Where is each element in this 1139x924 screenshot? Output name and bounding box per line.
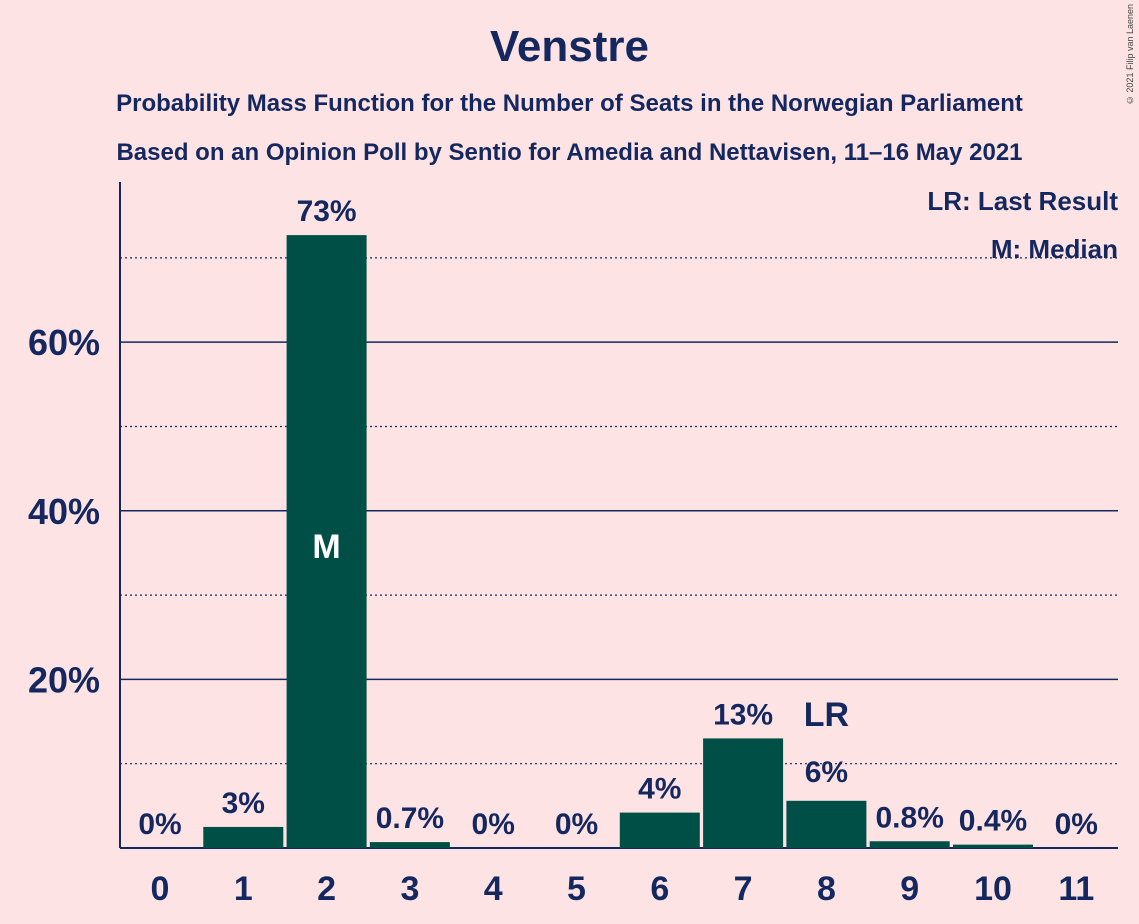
x-tick-label: 6	[650, 870, 669, 908]
x-tick-label: 4	[484, 870, 503, 908]
bar	[953, 844, 1033, 848]
last-result-marker: LR	[804, 696, 849, 734]
bar-value-label: 0%	[555, 808, 598, 841]
bar-value-label: 0.8%	[876, 801, 944, 834]
bar-value-label: 0.4%	[959, 805, 1027, 838]
x-tick-label: 2	[317, 870, 336, 908]
legend-entry: M: Median	[991, 234, 1118, 264]
x-tick-label: 0	[151, 870, 170, 908]
y-tick-label: 40%	[28, 491, 100, 532]
x-tick-label: 5	[567, 870, 586, 908]
bar-value-label: 4%	[638, 773, 681, 806]
x-tick-label: 1	[234, 870, 253, 908]
bar	[286, 235, 367, 848]
chart-title: Venstre	[490, 22, 649, 71]
bar	[786, 800, 867, 848]
bar-value-label: 13%	[713, 698, 773, 731]
x-tick-label: 3	[400, 870, 419, 908]
bar	[869, 841, 950, 848]
x-tick-label: 10	[974, 870, 1012, 908]
bar-value-label: 0%	[1055, 808, 1098, 841]
x-tick-label: 11	[1058, 870, 1094, 908]
bar-value-label: 73%	[297, 195, 357, 228]
bar	[703, 738, 784, 848]
x-tick-label: 8	[817, 870, 836, 908]
chart-subtitle-1: Probability Mass Function for the Number…	[116, 90, 1023, 117]
bar	[369, 842, 450, 848]
bar-value-label: 0%	[472, 808, 515, 841]
bar-value-label: 3%	[222, 787, 265, 820]
x-tick-label: 7	[734, 870, 753, 908]
bar	[203, 826, 284, 848]
y-tick-label: 20%	[28, 659, 100, 700]
median-marker: M	[312, 528, 340, 566]
bar-value-label: 0%	[138, 808, 181, 841]
bar-value-label: 6%	[805, 756, 848, 789]
x-tick-label: 9	[900, 870, 919, 908]
y-tick-label: 60%	[28, 322, 100, 363]
legend-entry: LR: Last Result	[927, 186, 1118, 216]
bar-value-label: 0.7%	[376, 802, 444, 835]
bar	[619, 812, 700, 848]
chart-subtitle-2: Based on an Opinion Poll by Sentio for A…	[116, 139, 1023, 166]
